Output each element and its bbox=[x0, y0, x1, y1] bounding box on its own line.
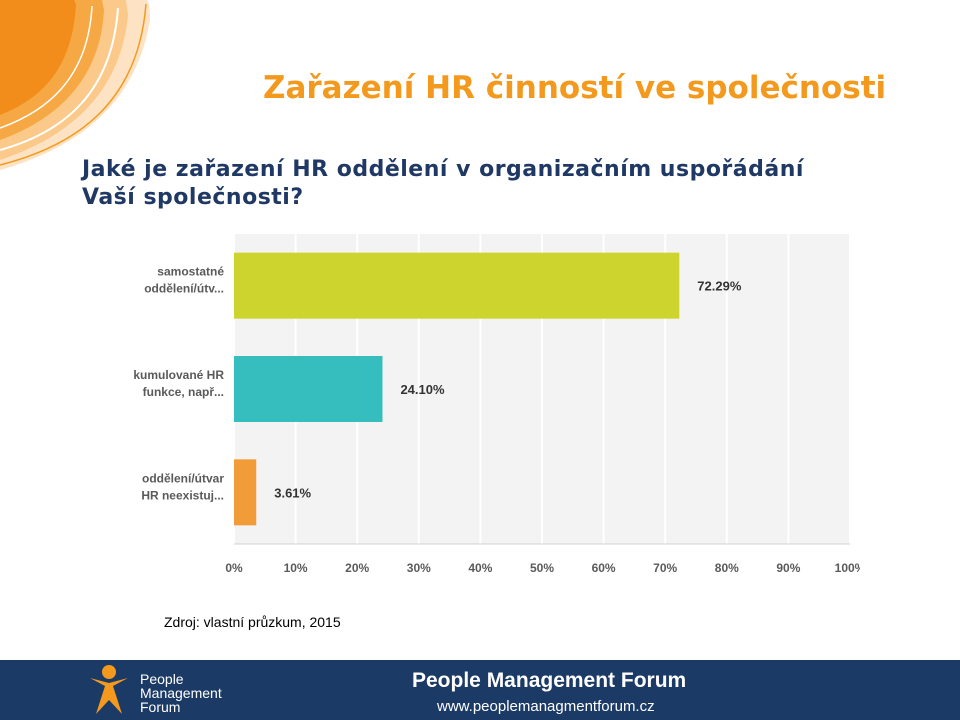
bar bbox=[234, 252, 680, 319]
x-tick-label: 70% bbox=[653, 561, 677, 575]
category-label: kumulované HR funkce, např... bbox=[133, 368, 224, 399]
data-label: 3.61% bbox=[274, 485, 311, 500]
bar-chart: 0% 10% 20% 30% 40% 50% 60% 70% 80% 90% 100% 72.29% s… bbox=[133, 234, 860, 575]
question-line-2: Vaší společnosti? bbox=[82, 185, 304, 210]
footer-bar: People Management Forum People Managemen… bbox=[0, 660, 960, 720]
people-figure-icon bbox=[90, 665, 128, 714]
source-note: Zdroj: vlastní průzkum, 2015 bbox=[164, 614, 341, 630]
category-label: oddělení/útvar HR neexistuj... bbox=[141, 471, 224, 502]
logo-line-3: Forum bbox=[140, 699, 181, 715]
data-label: 24.10% bbox=[400, 382, 445, 397]
logo-line-2: Management bbox=[140, 685, 222, 701]
bar bbox=[234, 356, 383, 422]
x-tick-label: 0% bbox=[225, 561, 243, 575]
x-tick-label: 30% bbox=[407, 561, 431, 575]
x-tick-label: 100% bbox=[835, 561, 860, 575]
logo-line-1: People bbox=[140, 671, 184, 687]
footer-organization-name: People Management Forum bbox=[412, 669, 687, 692]
x-tick-label: 50% bbox=[530, 561, 554, 575]
x-tick-label: 20% bbox=[345, 561, 369, 575]
survey-question: Jaké je zařazení HR oddělení v organizač… bbox=[82, 156, 942, 212]
decorative-swirl bbox=[0, 0, 150, 170]
footer-website-link[interactable]: www.peoplemanagmentforum.cz bbox=[437, 698, 655, 715]
x-tick-label: 40% bbox=[468, 561, 492, 575]
slide-title: Zařazení HR činností ve společnosti bbox=[263, 70, 887, 106]
x-tick-label: 60% bbox=[592, 561, 616, 575]
data-label: 72.29% bbox=[697, 279, 742, 294]
logo-wordmark: People Management Forum bbox=[140, 672, 222, 714]
x-tick-label: 10% bbox=[284, 561, 308, 575]
category-label: samostatné oddělení/útv... bbox=[144, 265, 224, 296]
bar bbox=[234, 459, 257, 526]
x-tick-label: 80% bbox=[715, 561, 739, 575]
question-line-1: Jaké je zařazení HR oddělení v organizač… bbox=[82, 157, 804, 182]
x-tick-label: 90% bbox=[776, 561, 800, 575]
